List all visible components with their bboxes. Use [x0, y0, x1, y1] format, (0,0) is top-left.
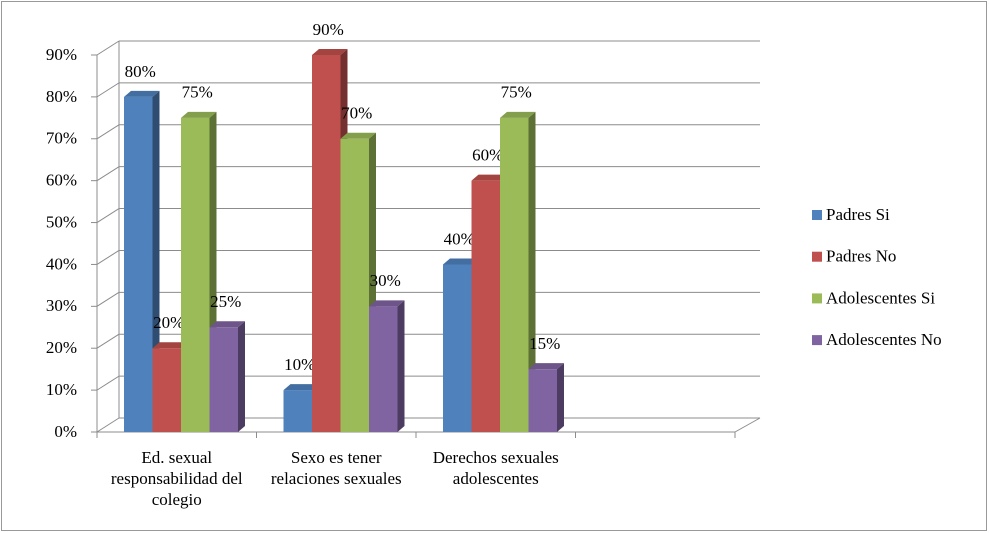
data-label: 30%	[370, 271, 401, 290]
data-label: 25%	[210, 292, 241, 311]
legend-swatch	[812, 210, 822, 220]
bar-top	[209, 321, 245, 328]
grid-line	[96, 166, 120, 182]
bar	[471, 180, 500, 432]
legend-label: Padres Si	[826, 205, 890, 224]
data-label: 40%	[444, 229, 475, 248]
legend-label: Adolescentes No	[826, 330, 942, 349]
bar-top	[283, 384, 319, 391]
legend-swatch	[812, 335, 822, 346]
bar	[528, 369, 557, 432]
data-label: 75%	[182, 83, 213, 102]
legend-swatch	[812, 251, 822, 262]
data-label: 20%	[153, 313, 184, 332]
x-tick-label: Ed. sexual responsabilidad del colegio	[110, 448, 243, 509]
data-label: 60%	[472, 146, 503, 165]
x-tick-label: Derechos sexuales adolescentes	[432, 448, 559, 488]
bar-side	[397, 300, 405, 432]
data-label: 90%	[313, 20, 344, 39]
y-tick-label: 60%	[46, 171, 77, 190]
data-label: 70%	[341, 104, 372, 123]
bar	[443, 264, 472, 432]
grid-line	[96, 375, 120, 391]
data-label: 75%	[501, 83, 532, 102]
y-tick-label: 70%	[46, 129, 77, 148]
bar-top	[340, 132, 376, 139]
grid-line	[96, 291, 120, 307]
bar	[209, 327, 238, 432]
y-tick-label: 20%	[46, 338, 77, 357]
bar-top	[369, 300, 405, 307]
bar-top	[443, 258, 479, 265]
grid-line	[96, 417, 120, 433]
bar-side	[238, 321, 245, 432]
grid-line	[96, 40, 120, 56]
bar-side	[557, 363, 564, 432]
bar-top	[124, 90, 160, 97]
y-tick-label: 90%	[46, 45, 77, 64]
bar	[124, 96, 153, 432]
grid-line	[96, 208, 120, 223]
bar	[369, 306, 398, 432]
data-label: 10%	[284, 355, 315, 374]
legend-label: Padres No	[826, 247, 896, 266]
y-tick-label: 80%	[46, 87, 77, 106]
bar-top	[528, 363, 564, 370]
y-tick-label: 10%	[46, 380, 77, 399]
y-tick-label: 30%	[46, 296, 77, 315]
bar	[500, 117, 529, 432]
data-label: 15%	[529, 334, 560, 353]
grid-line	[96, 333, 120, 349]
grid-line	[96, 124, 120, 140]
legend-label: Adolescentes Si	[826, 288, 935, 307]
bar-top	[181, 111, 217, 118]
bar-top	[471, 174, 507, 181]
y-tick-label: 50%	[46, 212, 77, 231]
bar-side	[528, 111, 536, 432]
bar-top	[152, 342, 188, 349]
grid-line	[96, 82, 120, 98]
data-label: 80%	[125, 62, 156, 81]
bar-top	[500, 111, 536, 118]
floor-edge	[734, 417, 761, 433]
bar	[283, 390, 312, 432]
bar	[312, 55, 341, 432]
bar	[181, 117, 210, 432]
x-tick-label: Sexo es tener relaciones sexuales	[270, 448, 402, 488]
bar	[340, 138, 369, 432]
y-tick-label: 40%	[46, 254, 77, 273]
y-tick-label: 0%	[54, 422, 77, 441]
bar	[152, 348, 181, 432]
bar-top	[312, 49, 348, 55]
grid-line	[96, 250, 120, 265]
legend-swatch	[812, 293, 822, 304]
